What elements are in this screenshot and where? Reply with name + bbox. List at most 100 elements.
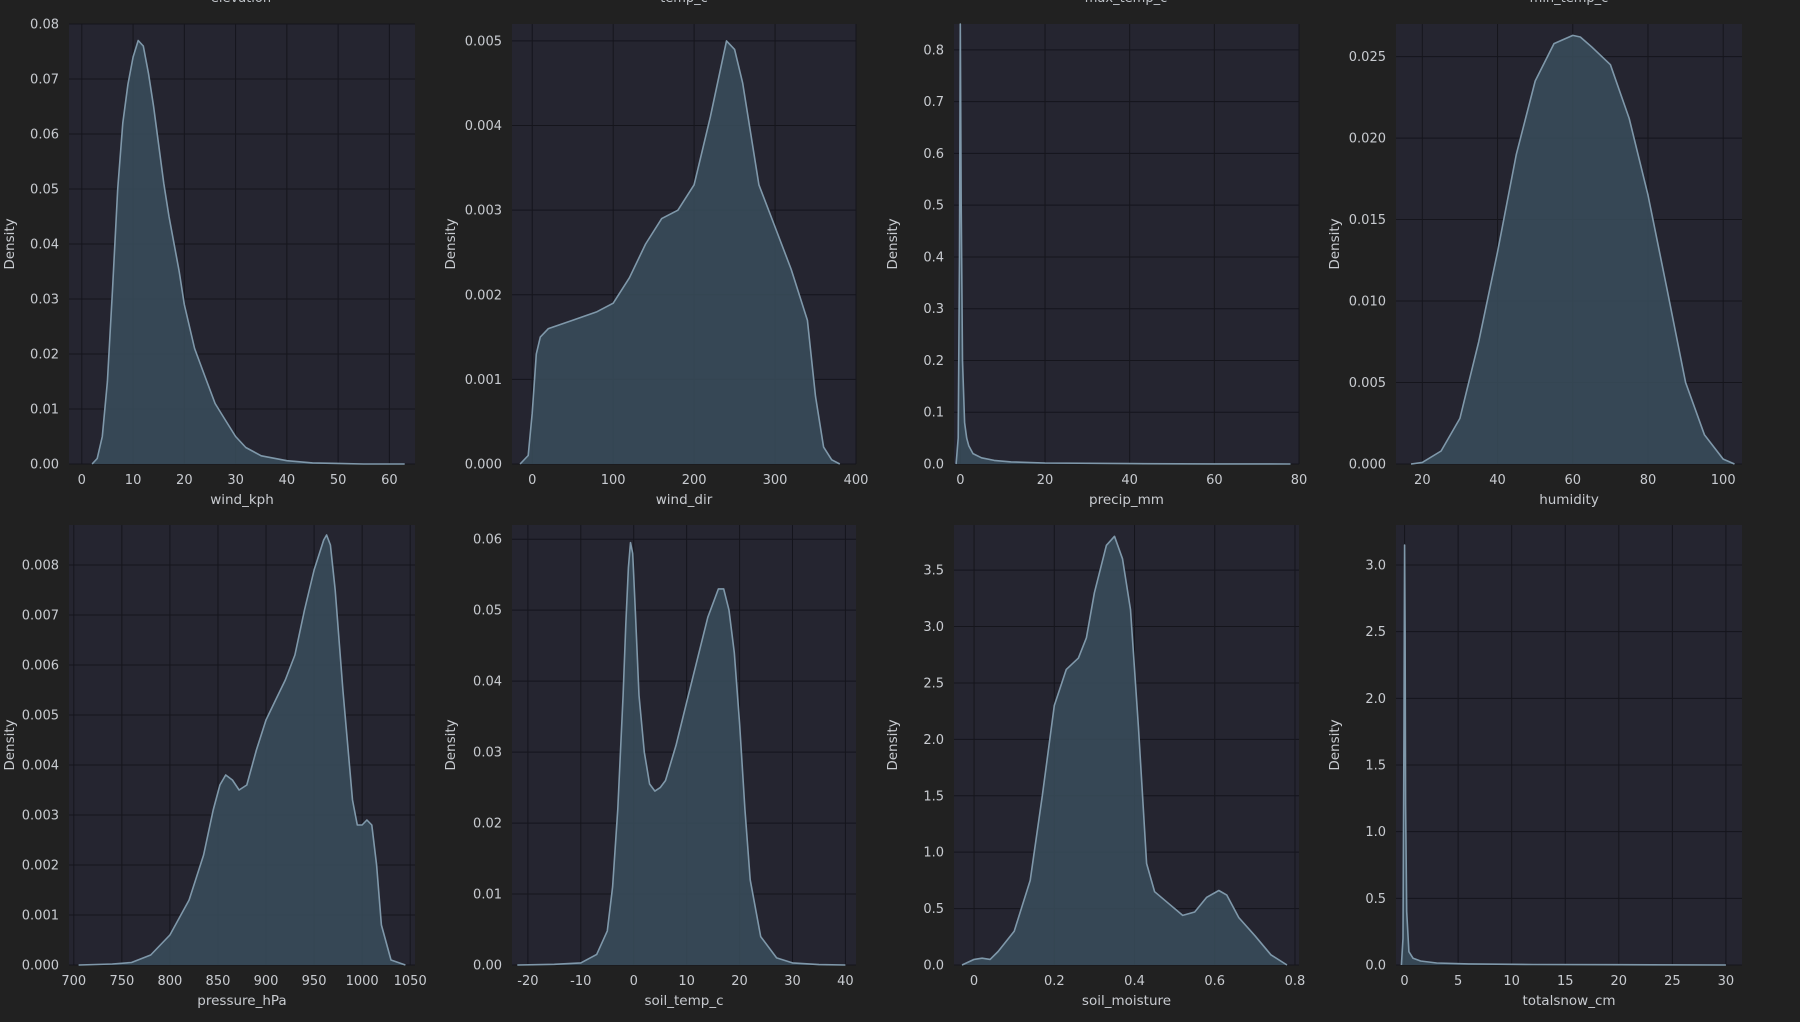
x-tick-label: 60 — [381, 473, 398, 488]
y-tick-label: 0.06 — [30, 128, 59, 143]
x-tick-label: 10 — [678, 974, 695, 989]
y-tick-label: 3.0 — [923, 620, 944, 635]
y-tick-label: 0.010 — [1349, 295, 1386, 310]
x-tick-label: 40 — [837, 974, 854, 989]
y-tick-label: 0.002 — [22, 859, 59, 874]
y-axis-label: Density — [885, 218, 901, 269]
y-tick-label: 0.008 — [22, 559, 59, 574]
y-tick-label: 0.00 — [30, 458, 59, 473]
x-tick-label: 0.6 — [1204, 974, 1225, 989]
y-tick-label: 0.04 — [30, 238, 59, 253]
y-tick-label: 1.5 — [1365, 759, 1386, 774]
y-tick-label: 0.07 — [30, 73, 59, 88]
density-area — [520, 40, 840, 465]
x-tick-label: 20 — [1611, 974, 1628, 989]
y-tick-label: 0.06 — [473, 533, 502, 548]
y-tick-label: 3.0 — [1365, 559, 1386, 574]
x-tick-label: 60 — [1206, 473, 1223, 488]
x-tick-label: 100 — [1711, 473, 1736, 488]
density-area — [962, 536, 1287, 965]
y-tick-label: 0.005 — [1349, 376, 1386, 391]
x-tick-label: 1050 — [394, 974, 427, 989]
subplot-8: 0 5 10 15 20 25 30 0.0 0.5 1.0 1.5 2.0 2.5 3.0 totalsn… — [1327, 525, 1742, 1009]
x-tick-label: 0.2 — [1044, 974, 1065, 989]
y-tick-label: 0.02 — [30, 348, 59, 363]
x-axis-label: wind_kph — [210, 492, 274, 508]
x-tick-label: 1000 — [346, 974, 379, 989]
clipped-title-2: temp_c — [584, 0, 784, 6]
density-area — [92, 40, 405, 464]
y-tick-label: 3.5 — [923, 564, 944, 579]
y-tick-label: 0.005 — [465, 34, 502, 49]
x-tick-label: -20 — [517, 974, 538, 989]
y-tick-label: 0.05 — [473, 604, 502, 619]
y-tick-label: 0.006 — [22, 659, 59, 674]
plot-area — [954, 24, 1299, 464]
x-tick-label: 60 — [1564, 473, 1581, 488]
x-tick-label: 0.4 — [1124, 974, 1145, 989]
x-tick-label: 200 — [682, 473, 707, 488]
y-tick-label: 0.003 — [465, 204, 502, 219]
y-tick-label: 0.0 — [1365, 959, 1386, 974]
density-area — [517, 542, 846, 965]
subplot-1: 0 10 20 30 40 50 60 0.00 0.01 0.02 0.03 0.04 0.05 0.0… — [2, 18, 415, 508]
density-line — [519, 40, 841, 465]
density-area — [78, 535, 406, 965]
x-tick-label: 700 — [61, 974, 86, 989]
y-tick-label: 0.01 — [473, 888, 502, 903]
x-axis-label: humidity — [1539, 492, 1599, 508]
y-tick-label: 0.004 — [22, 759, 59, 774]
x-tick-label: -10 — [570, 974, 591, 989]
x-axis-label: soil_moisture — [1082, 993, 1171, 1009]
x-tick-label: 400 — [844, 473, 869, 488]
y-axis-label: Density — [1327, 719, 1343, 770]
x-tick-label: 850 — [206, 974, 231, 989]
x-tick-label: 20 — [1037, 473, 1054, 488]
y-tick-label: 0.03 — [473, 746, 502, 761]
y-tick-label: 2.5 — [1365, 625, 1386, 640]
y-tick-label: 0.007 — [22, 609, 59, 624]
x-tick-label: 0 — [1400, 974, 1408, 989]
y-tick-label: 0.03 — [30, 293, 59, 308]
clipped-title-3: max_temp_c — [1026, 0, 1226, 6]
density-line — [1400, 544, 1726, 966]
y-tick-label: 0.5 — [923, 902, 944, 917]
x-tick-label: 30 — [784, 974, 801, 989]
y-tick-label: 0.6 — [923, 147, 944, 162]
x-tick-label: 40 — [1121, 473, 1138, 488]
x-tick-label: 15 — [1557, 974, 1574, 989]
y-axis-label: Density — [2, 719, 18, 770]
y-tick-label: 0.000 — [1349, 458, 1386, 473]
x-axis-label: soil_temp_c — [644, 993, 723, 1009]
y-tick-label: 0.000 — [22, 959, 59, 974]
y-tick-label: 0.3 — [923, 302, 944, 317]
x-tick-label: 25 — [1664, 974, 1681, 989]
y-tick-label: 0.004 — [465, 119, 502, 134]
x-tick-label: 900 — [254, 974, 279, 989]
x-tick-label: 20 — [176, 473, 193, 488]
y-tick-label: 0.5 — [923, 199, 944, 214]
y-tick-label: 0.025 — [1349, 50, 1386, 65]
subplot-3: 0 20 40 60 80 0.0 0.1 0.2 0.3 0.4 0.5 0.6 0.7 0.8 prec… — [885, 23, 1307, 508]
subplot-5: 700 750 800 850 900 950 1000 1050 0.000 0.001 0.00… — [2, 525, 427, 1009]
x-tick-label: 0 — [528, 473, 536, 488]
y-tick-label: 2.0 — [1365, 692, 1386, 707]
x-tick-label: 10 — [1503, 974, 1520, 989]
subplot-4: 20 40 60 80 100 0.000 0.005 0.010 0.015 0.020 0.02… — [1327, 24, 1742, 508]
x-tick-label: 950 — [302, 974, 327, 989]
x-tick-label: 30 — [1718, 974, 1735, 989]
y-tick-label: 0.000 — [465, 458, 502, 473]
y-tick-label: 0.001 — [465, 373, 502, 388]
x-tick-label: 800 — [158, 974, 183, 989]
x-tick-label: 5 — [1454, 974, 1462, 989]
y-tick-label: 0.8 — [923, 43, 944, 58]
density-line — [517, 541, 846, 966]
y-tick-label: 0.1 — [923, 406, 944, 421]
subplot-6: -20 -10 0 10 20 30 40 0.00 0.01 0.02 0.03 0.04 0.05 0… — [443, 525, 856, 1009]
y-axis-label: Density — [443, 218, 459, 269]
subplot-7: 0 0.2 0.4 0.6 0.8 0.0 0.5 1.0 1.5 2.0 2.5 3.0 3.5 soi… — [885, 525, 1305, 1009]
y-axis-label: Density — [443, 719, 459, 770]
x-tick-label: 100 — [601, 473, 626, 488]
x-axis-label: totalsnow_cm — [1522, 993, 1615, 1009]
